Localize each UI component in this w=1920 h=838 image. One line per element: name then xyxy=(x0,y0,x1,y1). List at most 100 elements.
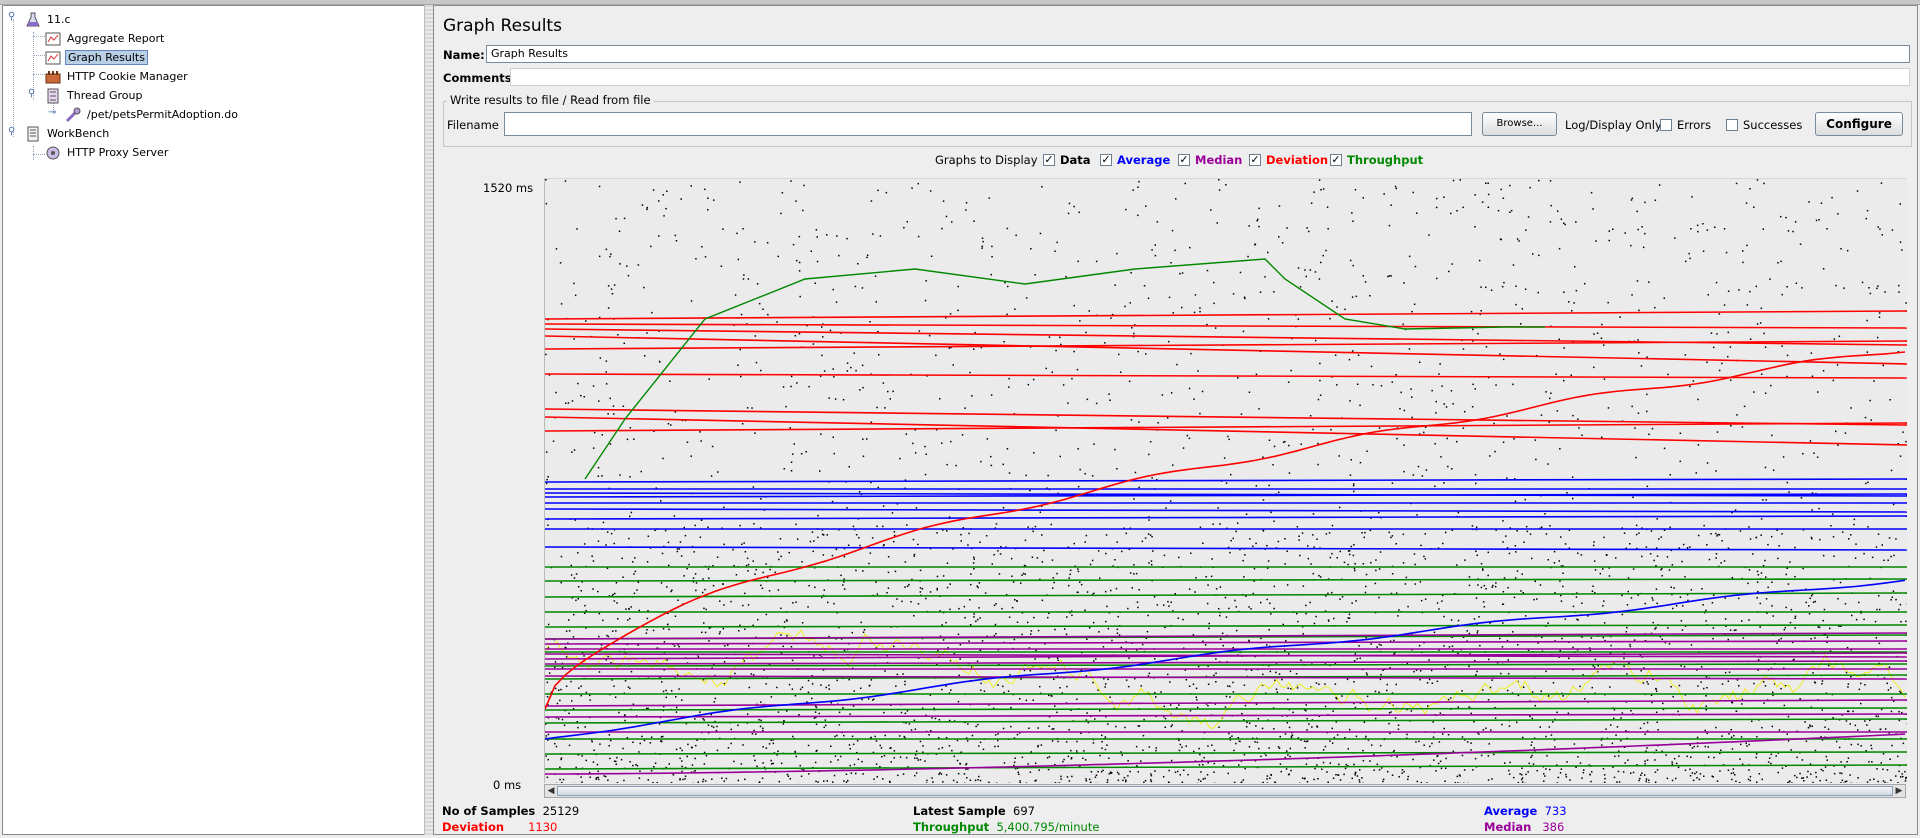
throughput-label: Throughput xyxy=(913,820,990,834)
average-line xyxy=(545,478,1907,483)
name-field[interactable]: Graph Results xyxy=(486,45,1910,63)
average-line xyxy=(545,546,1907,551)
successes-checkbox[interactable] xyxy=(1726,119,1738,131)
errors-checkbox[interactable] xyxy=(1660,119,1672,131)
tree-connector xyxy=(33,146,34,160)
flask-icon xyxy=(26,12,40,27)
y-axis-min-label: 0 ms xyxy=(493,778,522,792)
tree-item-label: HTTP Cookie Manager xyxy=(67,70,188,83)
median-line xyxy=(545,640,1907,645)
tree-connector xyxy=(33,36,45,37)
tree-connector xyxy=(33,154,45,155)
tree-connector xyxy=(13,19,14,137)
median-line xyxy=(545,632,1907,640)
throughput-value: 5,400.795/minute xyxy=(996,820,1100,834)
tree-item-workbench[interactable]: WorkBench xyxy=(25,125,111,143)
graph-icon xyxy=(45,51,61,65)
window-top-strip xyxy=(0,0,1920,5)
throughput-line xyxy=(545,707,1907,711)
latest-sample-stat: Latest Sample 697 xyxy=(913,804,1035,818)
expand-toggle-icon[interactable]: ⚲ xyxy=(8,11,16,22)
filename-label: Filename xyxy=(447,118,499,132)
throughput-checkbox[interactable]: ✓ xyxy=(1330,153,1342,166)
throughput-line xyxy=(545,624,1907,628)
median-line xyxy=(545,660,1907,665)
cookie-manager-icon xyxy=(45,71,61,84)
tree-item-label: /pet/petsPermitAdoption.do xyxy=(87,108,238,121)
tree-item-label: Graph Results xyxy=(65,50,148,65)
page-title: Graph Results xyxy=(443,16,562,36)
throughput-trend-line xyxy=(584,258,1545,480)
tree-item-thread-group[interactable]: Thread Group xyxy=(45,87,144,105)
successes-label: Successes xyxy=(1743,118,1803,132)
tree-item-http-proxy-server[interactable]: HTTP Proxy Server xyxy=(45,144,170,162)
file-group xyxy=(443,101,1912,147)
data-checkbox[interactable]: ✓ xyxy=(1043,153,1055,166)
throughput-line xyxy=(545,751,1907,755)
median-line xyxy=(545,713,1907,718)
scroll-left-icon[interactable]: ◀ xyxy=(547,786,555,796)
name-label: Name: xyxy=(443,48,485,62)
comments-field[interactable] xyxy=(510,68,1910,86)
tree-connector xyxy=(53,96,54,114)
configure-button[interactable]: Configure xyxy=(1815,112,1903,136)
collapse-toggle-icon[interactable]: ⊸ xyxy=(48,107,57,118)
expand-toggle-icon[interactable]: ⚲ xyxy=(8,126,16,137)
deviation-line xyxy=(545,340,1907,350)
graph-results-panel: Graph Results Name: Graph Results Commen… xyxy=(433,5,1918,835)
median-line xyxy=(545,675,1907,680)
throughput-checkbox-label: Throughput xyxy=(1347,153,1424,167)
throughput-line xyxy=(545,718,1907,724)
average-checkbox[interactable]: ✓ xyxy=(1100,153,1112,166)
deviation-checkbox[interactable]: ✓ xyxy=(1249,153,1261,166)
tree-item-aggregate-report[interactable]: Aggregate Report xyxy=(45,30,166,48)
latest-sample-value: 697 xyxy=(1013,804,1035,818)
throughput-line xyxy=(545,592,1907,598)
deviation-line xyxy=(545,323,1907,329)
tree-connector xyxy=(33,55,45,56)
log-display-only-label: Log/Display Only: xyxy=(1565,118,1665,132)
median-trend-line xyxy=(545,733,1906,775)
samples-value: 25129 xyxy=(542,804,580,818)
tree-item-graph-results[interactable]: Graph Results xyxy=(45,49,148,67)
deviation-line xyxy=(545,422,1907,432)
deviation-line xyxy=(545,310,1907,320)
throughput-line xyxy=(545,663,1907,667)
tree-connector xyxy=(33,32,34,100)
results-graph xyxy=(544,178,1907,783)
file-group-title: Write results to file / Read from file xyxy=(447,93,654,107)
expand-toggle-icon[interactable]: ⚲ xyxy=(28,88,36,99)
filename-input[interactable] xyxy=(504,112,1472,136)
browse-button[interactable]: Browse... xyxy=(1482,112,1557,136)
graph-horizontal-scrollbar[interactable]: ◀ ▶ xyxy=(544,784,1906,798)
deviation-checkbox-label: Deviation xyxy=(1266,153,1329,167)
tree-item-http-cookie-manager[interactable]: HTTP Cookie Manager xyxy=(45,68,190,86)
proxy-icon xyxy=(46,146,60,160)
deviation-line xyxy=(545,373,1907,379)
average-checkbox-label: Average xyxy=(1117,153,1171,167)
tree-item-test-plan[interactable]: 11.c xyxy=(25,11,73,29)
tree-item-label: Thread Group xyxy=(67,89,143,102)
average-line xyxy=(545,515,1907,520)
test-plan-tree[interactable]: ⚲ ⚲ ⊸ ⚲ 11.c Aggregate Report Graph Resu… xyxy=(2,5,454,835)
graphs-to-display-label: Graphs to Display xyxy=(935,153,1038,167)
tree-item-label: 11.c xyxy=(47,13,71,26)
samples-stat: No of Samples 25129 xyxy=(442,804,579,818)
deviation-line xyxy=(545,408,1907,426)
deviation-trend-line xyxy=(545,351,1906,710)
scrollbar-thumb[interactable] xyxy=(557,786,1893,796)
throughput-line xyxy=(545,764,1907,770)
average-stat: Average 733 xyxy=(1484,804,1567,818)
median-label: Median xyxy=(1484,820,1532,834)
deviation-line xyxy=(545,416,1907,446)
errors-label: Errors xyxy=(1677,118,1712,132)
tree-item-label: HTTP Proxy Server xyxy=(67,146,169,159)
scroll-right-icon[interactable]: ▶ xyxy=(1895,786,1903,796)
thread-group-icon xyxy=(47,88,59,104)
median-checkbox-label: Median xyxy=(1195,153,1243,167)
median-stat: Median 386 xyxy=(1484,820,1564,834)
tree-item-http-sampler[interactable]: /pet/petsPermitAdoption.do xyxy=(65,106,240,124)
average-label: Average xyxy=(1484,804,1538,818)
deviation-stat: Deviation 1130 xyxy=(442,820,557,834)
median-checkbox[interactable]: ✓ xyxy=(1178,153,1190,166)
